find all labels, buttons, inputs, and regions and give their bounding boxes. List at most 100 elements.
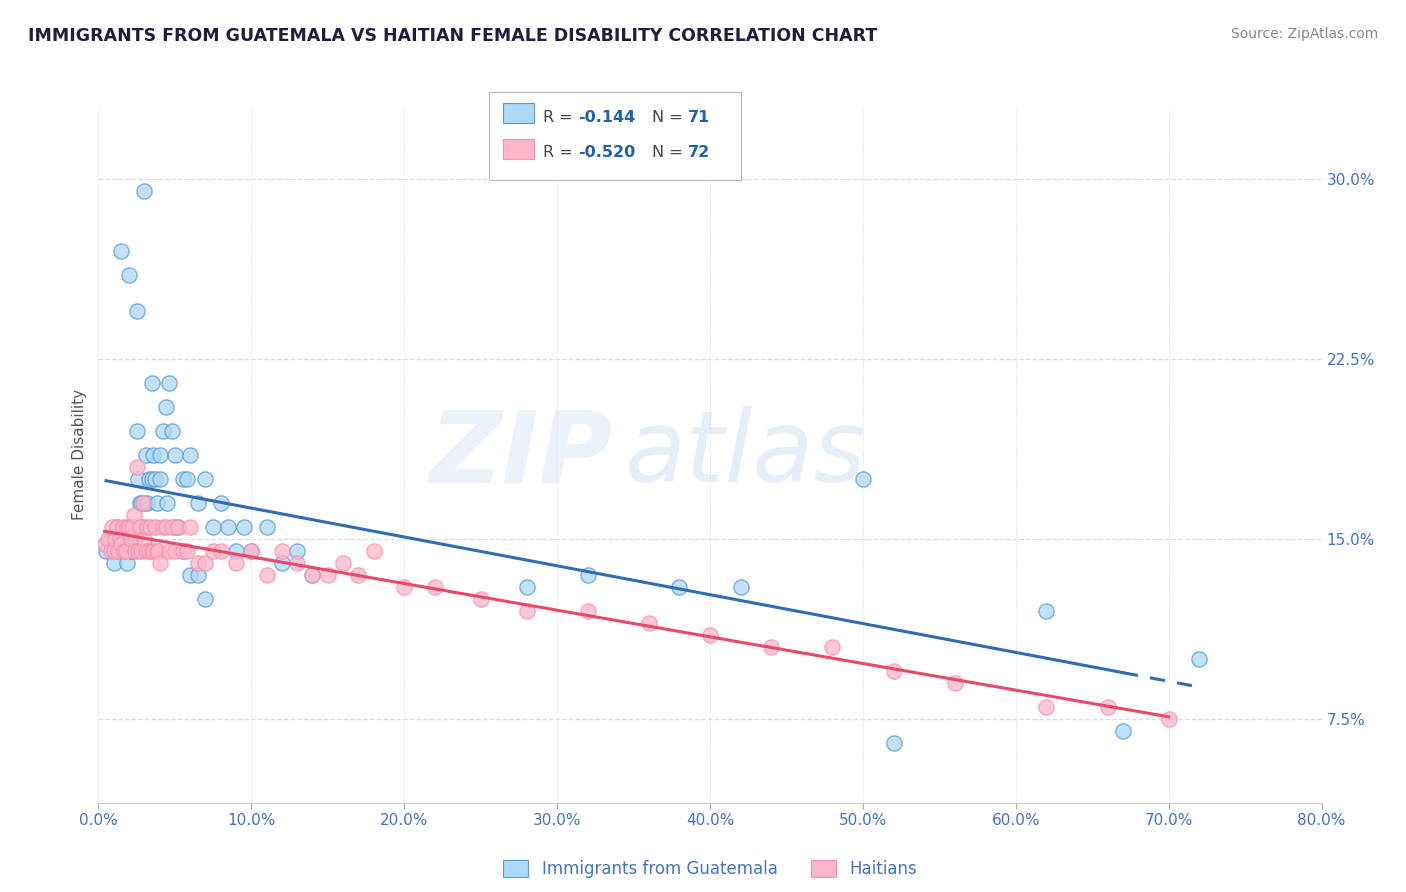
Point bbox=[125, 424, 148, 438]
Point bbox=[156, 496, 179, 510]
Point bbox=[1097, 699, 1119, 714]
Point bbox=[117, 556, 139, 570]
Point bbox=[852, 472, 875, 486]
Point bbox=[100, 544, 122, 558]
Text: ZIP: ZIP bbox=[429, 407, 612, 503]
Point bbox=[1188, 652, 1211, 666]
Point bbox=[240, 544, 263, 558]
Point bbox=[730, 580, 752, 594]
Point bbox=[332, 556, 354, 570]
Point bbox=[117, 520, 139, 534]
Point bbox=[111, 537, 134, 551]
Point bbox=[115, 544, 138, 558]
Point bbox=[122, 520, 145, 534]
Point bbox=[187, 496, 209, 510]
Point bbox=[129, 496, 152, 510]
Point bbox=[120, 544, 142, 558]
Point bbox=[240, 544, 263, 558]
Point bbox=[1112, 723, 1135, 738]
Point bbox=[160, 424, 183, 438]
Point bbox=[121, 544, 143, 558]
Point bbox=[163, 544, 186, 558]
Text: atlas: atlas bbox=[624, 407, 866, 503]
Point bbox=[202, 520, 225, 534]
Point bbox=[121, 520, 143, 534]
Point bbox=[256, 567, 278, 582]
Point bbox=[110, 537, 132, 551]
Point bbox=[141, 472, 163, 486]
Point bbox=[668, 580, 690, 594]
Point bbox=[135, 544, 157, 558]
Point bbox=[145, 544, 167, 558]
Point bbox=[134, 184, 156, 198]
Point bbox=[194, 472, 217, 486]
Point bbox=[134, 496, 156, 510]
Point bbox=[157, 376, 180, 390]
Point bbox=[157, 544, 180, 558]
Point bbox=[167, 520, 190, 534]
Point bbox=[1157, 712, 1180, 726]
Point bbox=[110, 244, 132, 258]
Point bbox=[270, 544, 292, 558]
Point bbox=[138, 472, 160, 486]
Point bbox=[163, 448, 186, 462]
Y-axis label: Female Disability: Female Disability bbox=[72, 389, 87, 521]
Point bbox=[516, 580, 538, 594]
Point bbox=[146, 544, 169, 558]
Point bbox=[256, 520, 278, 534]
Point bbox=[127, 472, 149, 486]
Point bbox=[124, 544, 146, 558]
Point bbox=[142, 448, 165, 462]
Point bbox=[111, 520, 134, 534]
Point bbox=[107, 544, 129, 558]
Text: R =: R = bbox=[543, 145, 578, 161]
Point bbox=[141, 544, 163, 558]
Point bbox=[225, 544, 247, 558]
Point bbox=[93, 537, 115, 551]
Point bbox=[821, 640, 844, 654]
Point bbox=[103, 556, 125, 570]
Point bbox=[943, 676, 966, 690]
Text: -0.144: -0.144 bbox=[578, 110, 636, 125]
Point bbox=[139, 520, 162, 534]
Point bbox=[699, 628, 721, 642]
Point bbox=[141, 376, 163, 390]
Point bbox=[100, 532, 122, 546]
Text: N =: N = bbox=[652, 110, 689, 125]
Point bbox=[270, 556, 292, 570]
Point bbox=[155, 520, 177, 534]
Point bbox=[118, 268, 141, 282]
Point bbox=[110, 532, 132, 546]
Point bbox=[115, 532, 138, 546]
Point bbox=[118, 520, 141, 534]
Point bbox=[172, 544, 194, 558]
Point bbox=[128, 520, 150, 534]
Point bbox=[104, 532, 127, 546]
Point bbox=[209, 496, 232, 510]
Point bbox=[160, 520, 183, 534]
Point bbox=[145, 496, 167, 510]
Point bbox=[163, 520, 186, 534]
Point bbox=[172, 544, 194, 558]
Point bbox=[149, 556, 172, 570]
Point bbox=[107, 544, 129, 558]
Point bbox=[301, 567, 323, 582]
Point bbox=[143, 472, 166, 486]
Point bbox=[1035, 699, 1057, 714]
Point bbox=[152, 520, 174, 534]
Point bbox=[883, 664, 905, 678]
Point bbox=[122, 508, 145, 522]
Point bbox=[225, 556, 247, 570]
Point bbox=[576, 567, 599, 582]
Point bbox=[105, 520, 128, 534]
Point bbox=[152, 424, 174, 438]
Point bbox=[637, 615, 661, 630]
Point bbox=[112, 544, 135, 558]
Text: 72: 72 bbox=[688, 145, 710, 161]
Point bbox=[194, 556, 217, 570]
Point bbox=[97, 532, 120, 546]
Point bbox=[363, 544, 385, 558]
Point bbox=[108, 532, 131, 546]
Point bbox=[1035, 604, 1057, 618]
Point bbox=[285, 544, 308, 558]
